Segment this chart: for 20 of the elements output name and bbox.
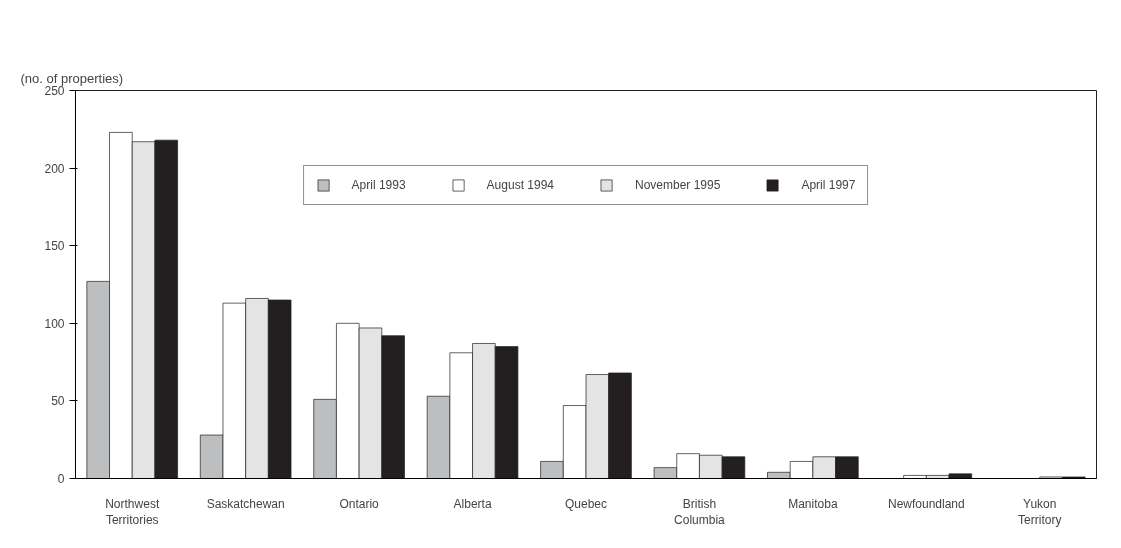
y-tick-label: 150 [44, 239, 65, 254]
legend-label: November 1995 [635, 178, 721, 192]
y-tick-label: 50 [51, 394, 65, 409]
y-tick-label: 200 [44, 161, 65, 176]
y-axis-title: (no. of properties) [20, 70, 124, 86]
y-tick-label: 250 [44, 84, 65, 98]
x-tick-label: Saskatchewan [206, 496, 285, 511]
x-tick-label: Newfoundland [887, 496, 965, 511]
x-tick-label: Ontario [339, 496, 380, 511]
x-tick-label: Alberta [453, 496, 492, 511]
legend-label: August 1994 [486, 178, 554, 192]
legend-label: April 1993 [351, 178, 406, 192]
y-tick-label: 100 [44, 316, 65, 331]
x-tick-label: Quebec [564, 496, 608, 511]
legend-label: April 1997 [801, 178, 856, 192]
x-tick-label: British Columbia [674, 496, 726, 528]
x-tick-label: Yukon Territory [1018, 496, 1062, 528]
y-tick-label: 0 [57, 472, 65, 486]
x-tick-label: Northwest Territories [105, 496, 160, 528]
x-tick-label: Manitoba [788, 496, 838, 511]
